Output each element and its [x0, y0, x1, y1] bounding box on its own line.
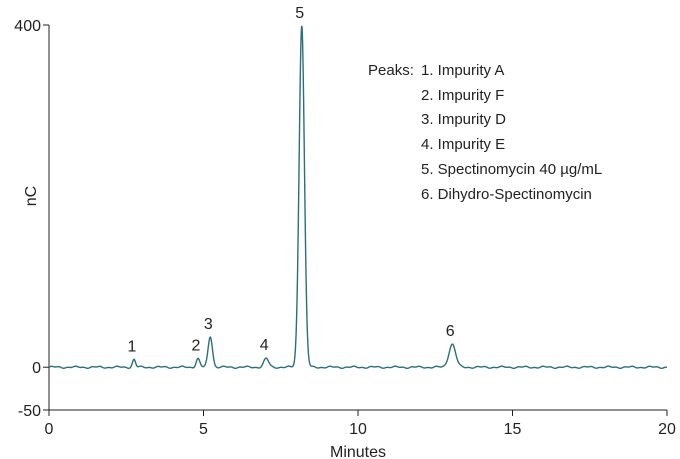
x-tick-label: 10 — [349, 421, 367, 438]
x-axis-title: Minutes — [330, 444, 386, 459]
peak-label-5: 5 — [295, 5, 304, 22]
x-tick-label: 5 — [199, 421, 208, 438]
legend-title: Peaks: — [368, 62, 414, 79]
peak-label-1: 1 — [128, 338, 137, 355]
legend-entry-4: 4. Impurity E — [421, 136, 505, 153]
legend-entry-3: 3. Impurity D — [421, 111, 506, 128]
peak-label-2: 2 — [191, 337, 200, 354]
y-tick-label: 400 — [14, 18, 41, 35]
y-tick-label: 0 — [32, 360, 41, 377]
legend: Peaks: 1. Impurity A 2. Impurity F 3. Im… — [368, 62, 602, 203]
x-tick-label: 0 — [45, 421, 54, 438]
trace — [48, 25, 668, 370]
y-axis-title: nC — [23, 186, 40, 206]
peak-label-6: 6 — [446, 323, 455, 340]
legend-entry-6: 6. Dihydro-Spectinomycin — [421, 186, 592, 203]
y-tick-label: -50 — [18, 403, 41, 420]
chromatogram-trace — [48, 25, 668, 370]
legend-entry-1: 1. Impurity A — [421, 62, 504, 79]
x-tick-label: 15 — [504, 421, 522, 438]
axes — [48, 25, 667, 411]
peak-label-3: 3 — [204, 316, 213, 333]
x-tick-label: 20 — [658, 421, 676, 438]
legend-entry-5: 5. Spectinomycin 40 µg/mL — [421, 161, 602, 178]
peak-label-4: 4 — [260, 337, 269, 354]
legend-entry-2: 2. Impurity F — [421, 87, 504, 104]
